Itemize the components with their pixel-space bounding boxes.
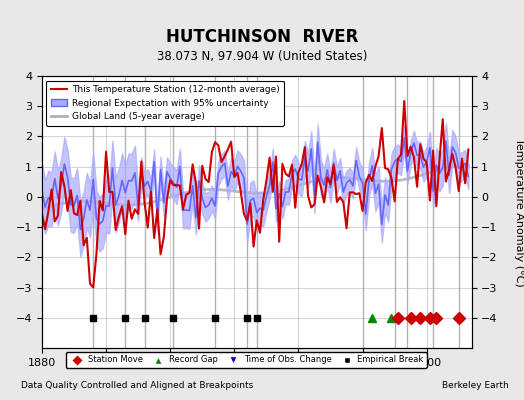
Text: Data Quality Controlled and Aligned at Breakpoints: Data Quality Controlled and Aligned at B…: [21, 381, 253, 390]
Text: Berkeley Earth: Berkeley Earth: [442, 381, 508, 390]
Legend: This Temperature Station (12-month average), Regional Expectation with 95% uncer: This Temperature Station (12-month avera…: [47, 80, 284, 126]
Legend: Station Move, Record Gap, Time of Obs. Change, Empirical Break: Station Move, Record Gap, Time of Obs. C…: [66, 352, 427, 368]
Text: HUTCHINSON  RIVER: HUTCHINSON RIVER: [166, 28, 358, 46]
Text: 38.073 N, 97.904 W (United States): 38.073 N, 97.904 W (United States): [157, 50, 367, 63]
Y-axis label: Temperature Anomaly (°C): Temperature Anomaly (°C): [515, 138, 524, 286]
